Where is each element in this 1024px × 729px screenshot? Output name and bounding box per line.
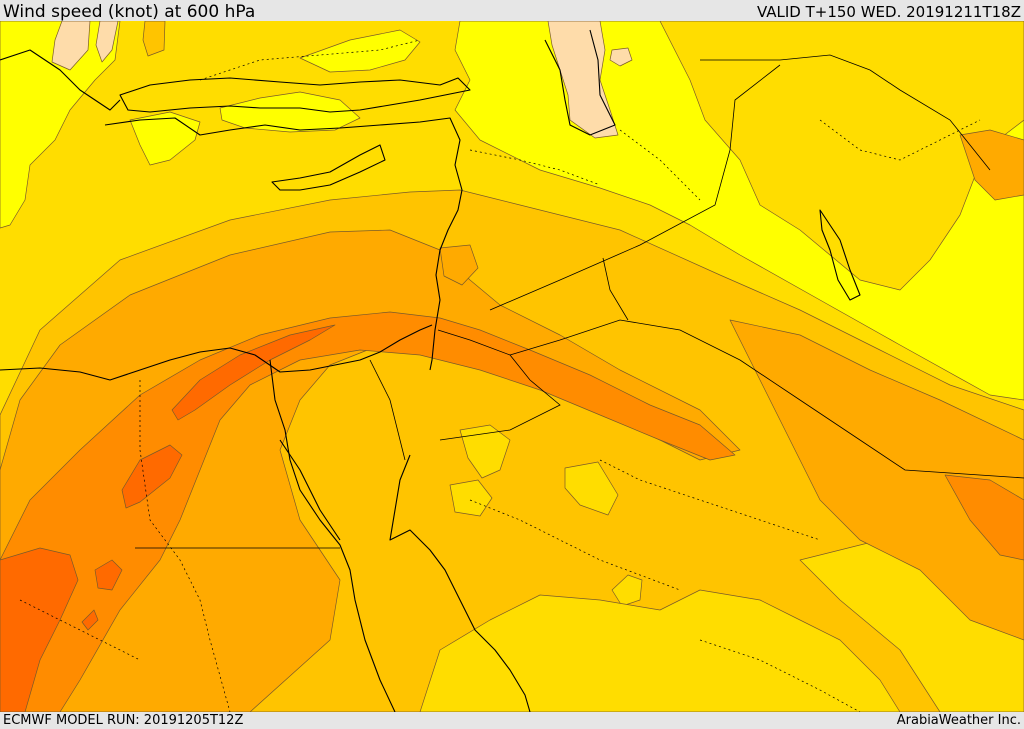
dotted-libya-egypt bbox=[139, 380, 231, 712]
coastline-aegean bbox=[0, 49, 121, 111]
valid-time-label: VALID T+150 WED. 20191211T18Z bbox=[756, 3, 1021, 21]
field-peach-northwest-a bbox=[51, 21, 91, 71]
border-iraq-saudi bbox=[509, 319, 1024, 479]
dotted-iran-interior bbox=[819, 119, 981, 161]
dotted-syria-interior bbox=[469, 149, 601, 186]
header-bar: Wind speed (knot) at 600 hPa VALID T+150… bbox=[0, 0, 1024, 22]
field-light-yellow-northwest bbox=[0, 21, 121, 229]
border-saudi-iraq-short bbox=[602, 257, 629, 321]
field-dark-orange-core-b bbox=[121, 444, 183, 509]
border-jordan-saudi bbox=[437, 329, 561, 441]
field-peach-east-islet bbox=[609, 47, 633, 67]
coastline-black-sea bbox=[119, 77, 471, 113]
field-dark-orange-core-d bbox=[94, 559, 123, 591]
field-gold-south bbox=[419, 589, 901, 712]
field-light-yellow-anatolia bbox=[219, 91, 361, 133]
field-orange-east bbox=[944, 474, 1024, 561]
field-dark-orange-core-a bbox=[0, 547, 79, 712]
coastline-red-sea-west bbox=[269, 359, 396, 712]
border-egypt-israel bbox=[369, 359, 406, 461]
wind-speed-map bbox=[0, 21, 1024, 712]
field-amber-east bbox=[729, 319, 1024, 641]
field-dark-orange-core-e bbox=[81, 609, 99, 631]
coastline-mediterranean-south bbox=[0, 324, 433, 381]
field-gold-patch-iran bbox=[659, 21, 1024, 291]
footer-bar: ECMWF MODEL RUN: 20191205T12Z ArabiaWeat… bbox=[0, 712, 1024, 729]
field-light-yellow-aegean bbox=[129, 111, 201, 166]
coastline-cyprus bbox=[271, 144, 386, 191]
border-syria-iraq bbox=[489, 64, 781, 311]
map-title: Wind speed (knot) at 600 hPa bbox=[3, 2, 256, 22]
dotted-oman-yemen bbox=[699, 639, 861, 712]
border-iraq-iran bbox=[700, 54, 991, 171]
field-amber-band bbox=[0, 229, 741, 712]
field-gold-hole-jordan bbox=[459, 424, 511, 479]
field-amber-levant-patch bbox=[439, 244, 479, 286]
coastline-caspian-west bbox=[544, 29, 616, 136]
dotted-saudi-interior-a bbox=[469, 499, 681, 591]
field-amber-northeast bbox=[959, 129, 1024, 201]
model-run-label: ECMWF MODEL RUN: 20191205T12Z bbox=[3, 713, 244, 728]
dotted-sudan-interior bbox=[19, 599, 141, 661]
field-gold-hole-saudi-b bbox=[564, 461, 619, 516]
credit-label: ArabiaWeather Inc. bbox=[896, 713, 1021, 728]
field-peach-northwest-c bbox=[142, 21, 166, 57]
coastline-turkey-south bbox=[104, 117, 463, 371]
field-gold-hole-saudi-a bbox=[449, 479, 493, 517]
field-peach-caspian bbox=[547, 21, 619, 139]
field-peach-northwest-b bbox=[95, 21, 119, 63]
coastline-gulf-suez bbox=[279, 439, 341, 541]
coastline-red-sea-east bbox=[389, 454, 531, 712]
dotted-iraq-interior bbox=[619, 129, 701, 201]
coastline-persian-gulf bbox=[819, 209, 861, 301]
field-light-yellow-blacksea bbox=[299, 29, 421, 73]
field-dark-orange-core-c bbox=[171, 324, 336, 421]
